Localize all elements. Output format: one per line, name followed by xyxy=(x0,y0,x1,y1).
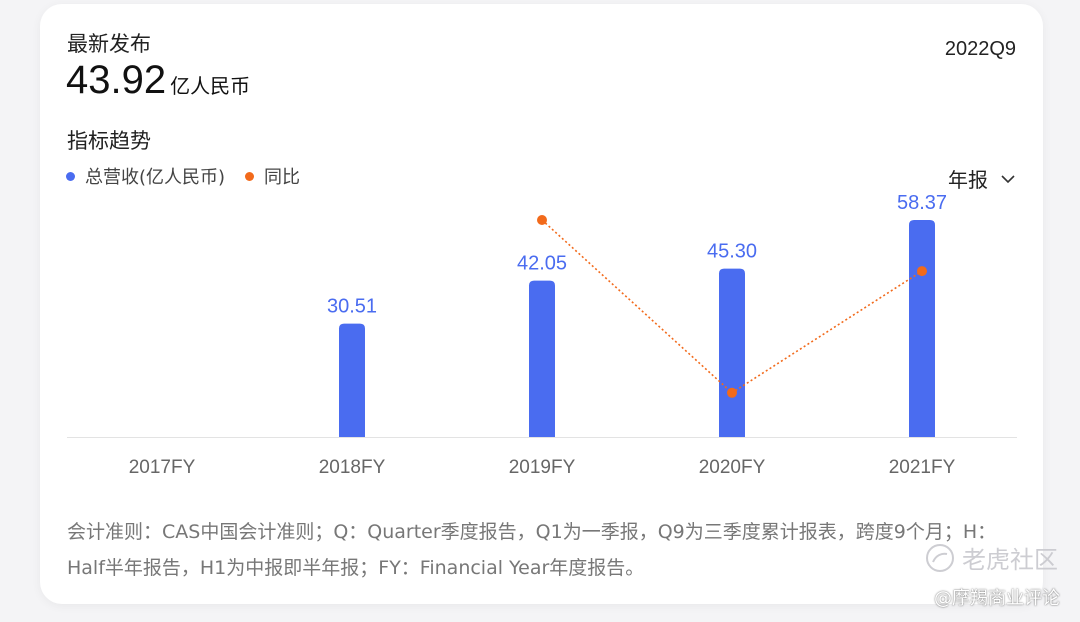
chart-legend: 总营收(亿人民币) 同比 xyxy=(66,163,320,189)
legend-yoy-dot xyxy=(245,171,255,181)
period-label: 2022Q9 xyxy=(944,38,1016,60)
revenue-bar-2018FY[interactable] xyxy=(339,323,365,437)
yoy-point-2021FY[interactable] xyxy=(917,266,927,277)
legend-revenue-dot xyxy=(66,171,75,181)
revenue-value-label-2018FY: 30.51 xyxy=(327,296,377,318)
x-tick-label-2018FY: 2018FY xyxy=(319,457,386,478)
chevron-down-icon xyxy=(1001,174,1015,183)
latest-value-row: 43.92 亿人民币 xyxy=(66,58,250,103)
revenue-value-label-2020FY: 45.30 xyxy=(707,241,757,263)
legend-item-revenue[interactable]: 总营收(亿人民币) xyxy=(66,163,225,189)
legend-revenue-label: 总营收(亿人民币) xyxy=(85,167,226,188)
legend-item-yoy[interactable]: 同比 xyxy=(245,163,300,189)
latest-value: 43.92 xyxy=(66,58,167,102)
revenue-bar-2019FY[interactable] xyxy=(529,280,555,437)
x-tick-label-2021FY: 2021FY xyxy=(889,457,956,478)
revenue-value-label-2019FY: 42.05 xyxy=(517,253,567,275)
revenue-bar-2020FY[interactable] xyxy=(719,268,745,437)
revenue-bar-2021FY[interactable] xyxy=(909,220,935,437)
latest-unit: 亿人民币 xyxy=(170,74,251,98)
watermark-primary-text: 老虎社区 xyxy=(962,546,1058,574)
watermark-author: @摩羯商业评论 xyxy=(934,588,1060,609)
section-title: 指标趋势 xyxy=(67,129,151,153)
revenue-chart: 30.51 42.05 45.30 58.37 2017FY 2018FY 2019FY 20… xyxy=(67,192,1017,478)
x-tick-label-2020FY: 2020FY xyxy=(699,457,766,478)
watermark-tiger-community: 老虎社区 xyxy=(924,540,1058,575)
accounting-footnote: 会计准则：CAS中国会计准则；Q：Quarter季度报告，Q1为一季报，Q9为三… xyxy=(67,521,997,579)
yoy-point-2019FY[interactable] xyxy=(537,215,547,225)
period-selector-label: 年报 xyxy=(948,168,988,192)
x-tick-label-2017FY: 2017FY xyxy=(129,457,196,478)
yoy-point-2020FY[interactable] xyxy=(727,387,737,398)
x-tick-label-2019FY: 2019FY xyxy=(509,457,576,478)
latest-release-label: 最新发布 xyxy=(67,32,151,56)
revenue-value-label-2021FY: 58.37 xyxy=(897,192,947,214)
period-selector[interactable]: 年报 xyxy=(948,164,1016,193)
legend-yoy-label: 同比 xyxy=(264,167,301,188)
paw-icon xyxy=(926,543,954,572)
